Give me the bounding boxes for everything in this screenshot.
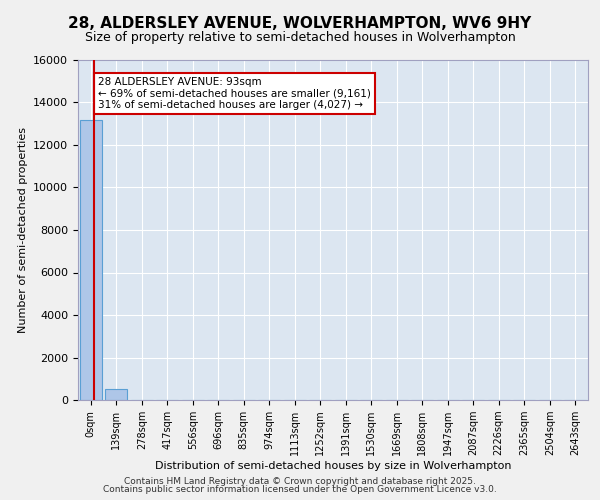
Text: Contains public sector information licensed under the Open Government Licence v3: Contains public sector information licen… <box>103 485 497 494</box>
Bar <box>106 388 127 400</box>
Text: Size of property relative to semi-detached houses in Wolverhampton: Size of property relative to semi-detach… <box>85 31 515 44</box>
X-axis label: Distribution of semi-detached houses by size in Wolverhampton: Distribution of semi-detached houses by … <box>155 461 511 471</box>
Text: 28 ALDERSLEY AVENUE: 93sqm
← 69% of semi-detached houses are smaller (9,161)
31%: 28 ALDERSLEY AVENUE: 93sqm ← 69% of semi… <box>98 77 371 110</box>
Text: Contains HM Land Registry data © Crown copyright and database right 2025.: Contains HM Land Registry data © Crown c… <box>124 477 476 486</box>
Bar <box>80 120 101 400</box>
Text: 28, ALDERSLEY AVENUE, WOLVERHAMPTON, WV6 9HY: 28, ALDERSLEY AVENUE, WOLVERHAMPTON, WV6… <box>68 16 532 31</box>
Y-axis label: Number of semi-detached properties: Number of semi-detached properties <box>17 127 28 333</box>
